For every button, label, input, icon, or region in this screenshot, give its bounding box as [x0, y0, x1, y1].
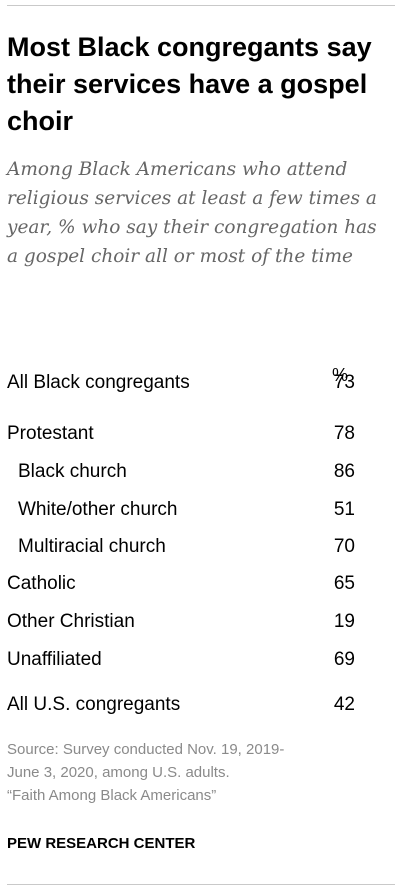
row-label: Multiracial church	[18, 536, 166, 557]
chart-title: Most Black congregants say their service…	[7, 32, 372, 136]
row-label: Catholic	[7, 573, 76, 594]
row-value: 86	[333, 461, 355, 482]
row-label: Black church	[18, 461, 127, 482]
source-line: “Faith Among Black Americans”	[7, 787, 217, 804]
row-value: 51	[333, 499, 355, 520]
chart-subtitle: Among Black Americans who attend religio…	[7, 159, 377, 267]
row-label: All Black congregants	[7, 372, 190, 393]
row-value: 69	[333, 649, 355, 670]
row-label: Protestant	[7, 423, 94, 444]
row-value: 65	[333, 573, 355, 594]
row-value: 78	[333, 423, 355, 444]
row-value: 70	[333, 536, 355, 557]
top-divider	[7, 5, 395, 6]
brand-logo-text: PEW RESEARCH CENTER	[7, 835, 196, 852]
row-value: 19	[333, 611, 355, 632]
percent-column-header: %	[331, 365, 348, 385]
row-label: Unaffiliated	[7, 649, 102, 670]
source-line: June 3, 2020, among U.S. adults.	[7, 764, 230, 781]
row-label: White/other church	[18, 499, 178, 520]
source-note: Source: Survey conducted Nov. 19, 2019- …	[7, 738, 392, 807]
row-label: All U.S. congregants	[7, 694, 181, 715]
row-value: 73	[333, 372, 355, 393]
row-value: 42	[333, 694, 355, 715]
source-line: Source: Survey conducted Nov. 19, 2019-	[7, 741, 285, 758]
bottom-divider	[7, 884, 395, 885]
row-label: Other Christian	[7, 611, 135, 632]
